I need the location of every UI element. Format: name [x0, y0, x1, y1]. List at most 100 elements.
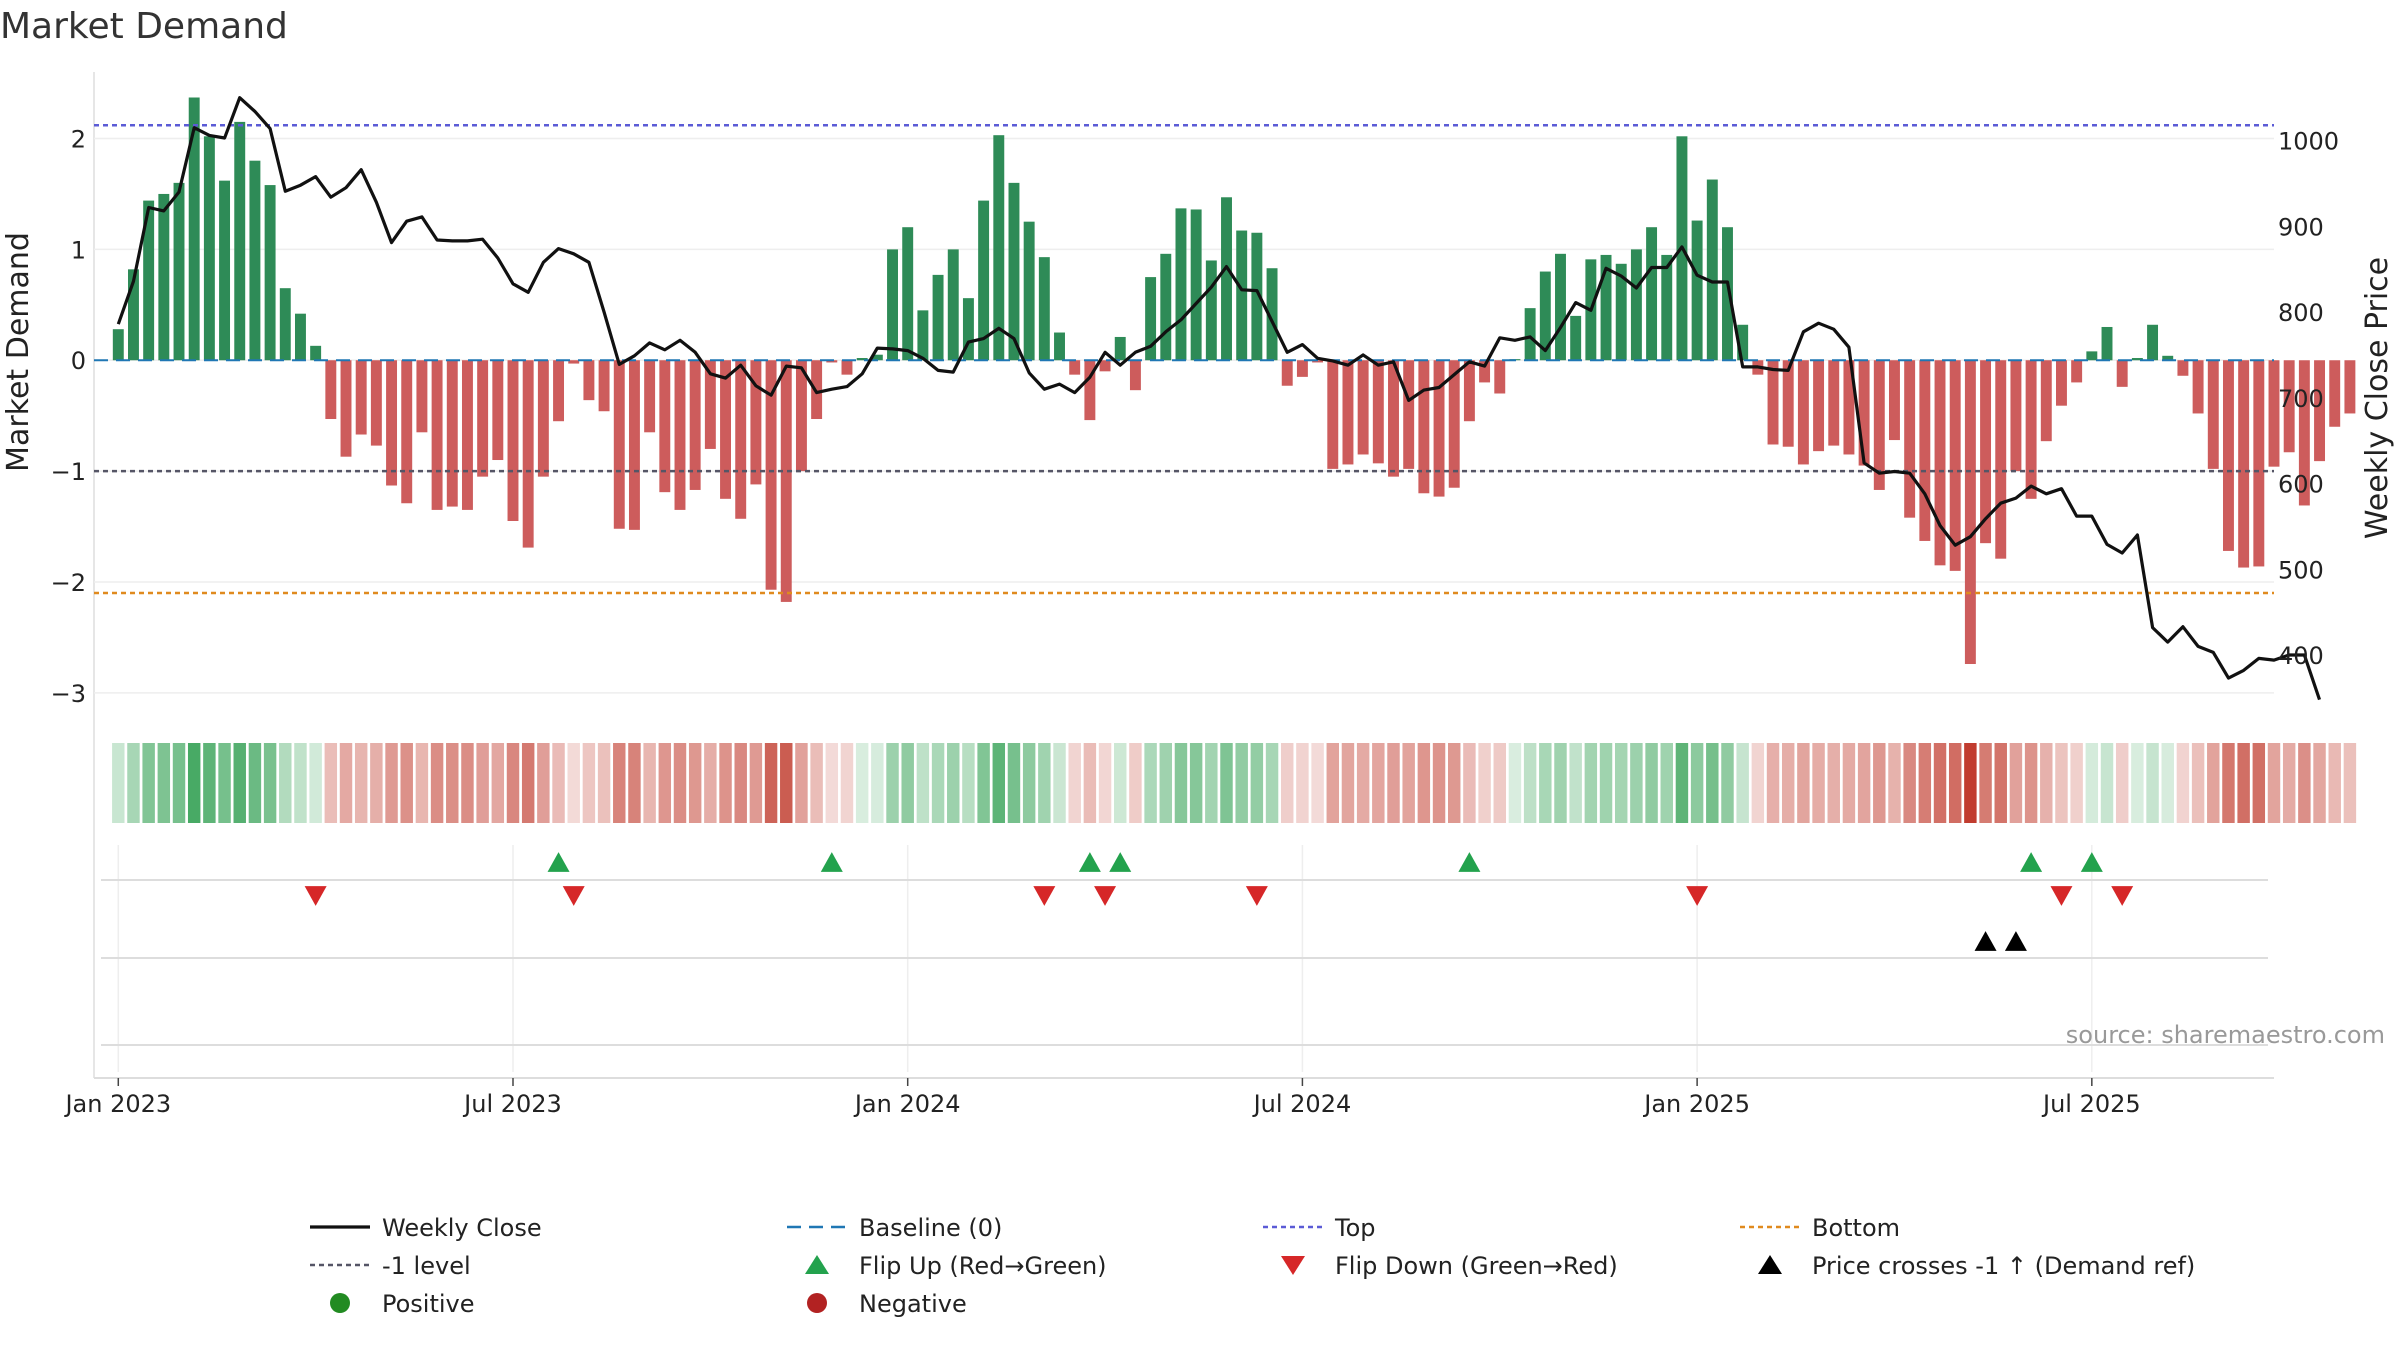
- x-tick-label: Jan 2023: [63, 1090, 171, 1118]
- legend-item: Flip Down (Green→Red): [1281, 1252, 1618, 1280]
- heat-cell: [871, 743, 884, 823]
- demand-bar: [1661, 254, 1673, 361]
- demand-bar: [1904, 360, 1916, 518]
- demand-bar: [1069, 360, 1081, 375]
- flip-up-marker: [820, 852, 843, 872]
- legend-label: Baseline (0): [859, 1214, 1002, 1242]
- heat-cell: [1007, 743, 1021, 823]
- heat-cell: [263, 743, 277, 823]
- demand-bar: [1964, 360, 1976, 665]
- heat-cell: [1235, 743, 1248, 823]
- demand-bar: [871, 354, 883, 361]
- demand-bar: [219, 180, 231, 361]
- heat-cell: [613, 743, 626, 823]
- legend-swatch: [1281, 1256, 1305, 1275]
- demand-bar: [704, 360, 716, 449]
- heat-cell: [1068, 743, 1081, 823]
- heat-cell: [2131, 743, 2144, 823]
- heat-cell: [1675, 743, 1689, 823]
- heat-cell: [1569, 743, 1582, 823]
- flip-up-marker: [2020, 852, 2043, 872]
- demand-bar: [1418, 360, 1430, 494]
- heat-cell: [1265, 743, 1279, 823]
- heat-cell: [1994, 743, 2007, 823]
- heat-cell: [1402, 743, 1415, 823]
- heat-cell: [1174, 743, 1188, 823]
- demand-bar: [1737, 324, 1749, 361]
- heat-cell: [142, 743, 155, 823]
- demand-bar: [1342, 360, 1354, 465]
- heat-cell: [294, 743, 307, 823]
- heat-cell: [1888, 743, 1901, 823]
- legend-label: Flip Up (Red→Green): [859, 1252, 1107, 1280]
- demand-bar: [628, 360, 640, 530]
- heat-cell: [2024, 743, 2038, 823]
- demand-bar: [1114, 336, 1126, 361]
- demand-bar: [264, 185, 276, 361]
- heat-cell: [172, 743, 186, 823]
- demand-bar: [1919, 360, 1931, 541]
- heat-cell: [1706, 743, 1719, 823]
- demand-bar: [841, 360, 853, 375]
- demand-bar: [1797, 360, 1809, 465]
- demand-bar: [325, 360, 337, 419]
- heat-cell: [1038, 743, 1051, 823]
- demand-bar: [1236, 230, 1248, 361]
- heat-cell: [521, 743, 535, 823]
- heat-cell: [1326, 743, 1339, 823]
- heat-cell: [1736, 743, 1749, 823]
- heat-cell: [886, 743, 899, 823]
- y-tick-label-right: 600: [2278, 471, 2324, 499]
- demand-bar: [1843, 360, 1855, 455]
- y-tick-label-left: 1: [71, 236, 86, 264]
- heat-cell: [1508, 743, 1522, 823]
- demand-bars: [112, 97, 2356, 665]
- demand-bar: [1949, 360, 1961, 571]
- demand-bar: [856, 358, 868, 361]
- demand-bar: [234, 121, 246, 361]
- heat-cell: [1599, 743, 1613, 823]
- heat-cell: [1751, 743, 1765, 823]
- flip-down-marker: [1686, 886, 1709, 906]
- demand-bar: [1312, 360, 1324, 363]
- heat-cell: [1812, 743, 1825, 823]
- demand-bar: [750, 360, 762, 485]
- heat-cell: [749, 743, 763, 823]
- heat-cell: [1630, 743, 1643, 823]
- demand-bar: [917, 310, 929, 361]
- demand-bar: [765, 360, 777, 590]
- demand-bar: [2268, 360, 2280, 467]
- demand-bar: [1099, 360, 1111, 372]
- heat-cell: [1903, 743, 1916, 823]
- demand-bar: [1782, 360, 1794, 447]
- y-tick-label-left: 2: [71, 126, 86, 154]
- legend-swatch: [1758, 1255, 1782, 1274]
- heat-cell: [2100, 743, 2114, 823]
- heat-cell: [810, 743, 823, 823]
- heat-cell: [1842, 743, 1856, 823]
- heat-cell: [2070, 743, 2083, 823]
- demand-bar: [1251, 232, 1263, 361]
- demand-bar: [826, 360, 838, 363]
- heat-cell: [218, 743, 231, 823]
- demand-bar: [2040, 360, 2052, 442]
- heat-cell: [279, 743, 292, 823]
- y-axis-label-right: Weekly Close Price: [2360, 257, 2395, 539]
- legend-swatch: [807, 1293, 827, 1313]
- demand-bar: [112, 329, 124, 361]
- heat-cell: [248, 743, 262, 823]
- demand-bar: [568, 360, 580, 364]
- heat-cell: [764, 743, 778, 823]
- heat-cell: [1979, 743, 1992, 823]
- demand-bar: [249, 160, 261, 361]
- heat-cell: [1614, 743, 1628, 823]
- heat-cell: [476, 743, 489, 823]
- demand-bar: [1296, 360, 1308, 377]
- heat-cell: [1250, 743, 1264, 823]
- demand-bar: [1995, 360, 2007, 559]
- y-tick-label-right: 700: [2278, 385, 2324, 413]
- heat-cell: [840, 743, 854, 823]
- legend-swatch: [330, 1293, 350, 1313]
- legend-item: Price crosses -1 ↑ (Demand ref): [1758, 1252, 2195, 1280]
